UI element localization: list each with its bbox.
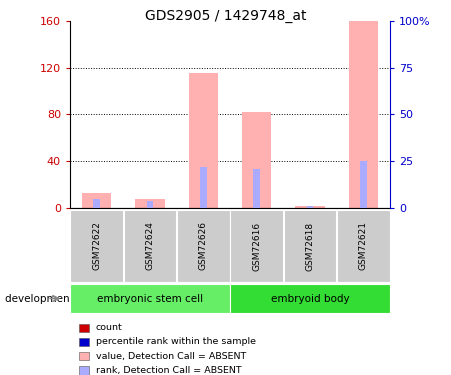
Text: embryonic stem cell: embryonic stem cell	[97, 294, 203, 303]
Bar	[200, 167, 207, 208]
Text: count: count	[96, 323, 122, 332]
Bar	[255, 207, 258, 208]
Bar	[202, 207, 205, 208]
Text: GSM72624: GSM72624	[146, 222, 154, 270]
Text: GSM72621: GSM72621	[359, 222, 368, 270]
Text: development stage: development stage	[5, 294, 106, 303]
Bar	[307, 206, 313, 208]
Bar	[242, 112, 272, 208]
Bar	[135, 199, 165, 208]
Text: value, Detection Call = ABSENT: value, Detection Call = ABSENT	[96, 352, 246, 361]
Text: GSM72622: GSM72622	[92, 222, 101, 270]
Bar	[93, 199, 100, 208]
Bar	[82, 193, 111, 208]
Text: GDS2905 / 1429748_at: GDS2905 / 1429748_at	[145, 9, 306, 23]
Bar	[147, 201, 153, 208]
Text: GSM72616: GSM72616	[252, 221, 261, 271]
Text: GSM72618: GSM72618	[306, 221, 314, 271]
Bar	[349, 21, 378, 208]
Text: embryoid body: embryoid body	[271, 294, 350, 303]
Bar	[360, 161, 367, 208]
Bar	[148, 207, 152, 208]
Bar	[95, 207, 98, 208]
Bar	[189, 74, 218, 208]
Bar	[253, 169, 260, 208]
Bar	[362, 207, 365, 208]
Text: GSM72626: GSM72626	[199, 222, 208, 270]
Text: rank, Detection Call = ABSENT: rank, Detection Call = ABSENT	[96, 366, 241, 375]
Text: percentile rank within the sample: percentile rank within the sample	[96, 338, 256, 346]
Bar	[295, 206, 325, 208]
